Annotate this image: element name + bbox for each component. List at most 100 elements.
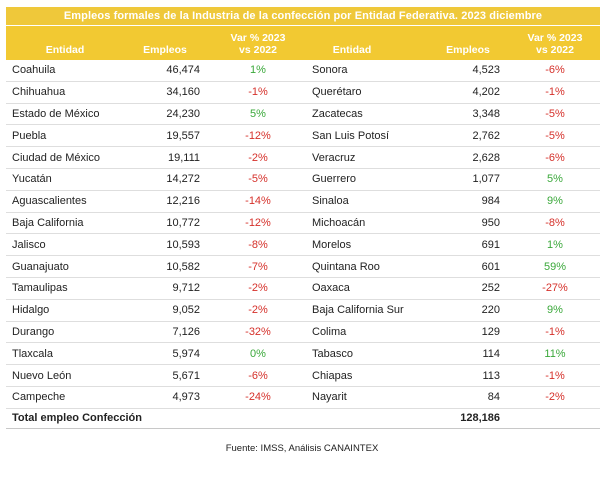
left-entidad: Guanajuato [6, 255, 136, 278]
left-entidad: Hidalgo [6, 299, 136, 322]
right-entidad: Guerrero [306, 168, 436, 191]
table-row: Estado de México 24,230 5% Zacatecas 3,348 -5… [6, 103, 600, 126]
right-empleos: 1,077 [436, 168, 510, 191]
left-var: 5% [210, 103, 306, 126]
source-note: Fuente: IMSS, Análisis CANAINTEX [225, 443, 379, 454]
left-var: -8% [210, 233, 306, 257]
right-entidad: Colima [306, 321, 436, 344]
right-var: 9% [510, 190, 600, 213]
left-var: -6% [210, 364, 306, 387]
left-var: -1% [210, 81, 306, 104]
left-entidad: Estado de México [6, 103, 136, 126]
left-entidad: Tamaulipas [6, 277, 136, 300]
left-var: -2% [210, 299, 306, 322]
table-row: Baja California 10,772 -12% Michoacán 950 -8% [6, 212, 600, 235]
left-var: -2% [210, 277, 306, 300]
left-empleos: 7,126 [136, 321, 210, 344]
right-var: 11% [510, 342, 600, 366]
left-entidad: Puebla [6, 124, 136, 148]
total-row: Total empleo Confección 128,186 [6, 408, 600, 429]
table-header: Entidad Empleos Var % 2023 vs 2022 Entid… [6, 25, 600, 60]
header-var-right-line1: Var % 2023 [527, 32, 583, 44]
left-var: -14% [210, 190, 306, 213]
right-entidad: Sinaloa [306, 190, 436, 213]
table-row: Durango 7,126 -32% Colima 129 -1% [6, 321, 600, 344]
table-row: Ciudad de México 19,111 -2% Veracruz 2,628 -6… [6, 146, 600, 169]
left-entidad: Yucatán [6, 168, 136, 191]
left-entidad: Chihuahua [6, 81, 136, 104]
left-entidad: Aguascalientes [6, 190, 136, 213]
total-table: Total empleo Confección 128,186 [6, 408, 600, 429]
left-entidad: Tlaxcala [6, 342, 136, 366]
left-empleos: 5,671 [136, 364, 210, 387]
left-empleos: 19,557 [136, 124, 210, 148]
right-empleos: 950 [436, 212, 510, 235]
left-entidad: Jalisco [6, 233, 136, 257]
right-var: 9% [510, 299, 600, 322]
left-var: -5% [210, 168, 306, 191]
right-empleos: 129 [436, 321, 510, 344]
right-empleos: 84 [436, 386, 510, 409]
left-empleos: 10,772 [136, 212, 210, 235]
left-entidad: Durango [6, 321, 136, 344]
right-empleos: 601 [436, 255, 510, 278]
right-var: -1% [510, 364, 600, 387]
table-title: Empleos formales de la Industria de la c… [6, 7, 600, 25]
right-entidad: Oaxaca [306, 277, 436, 300]
right-entidad: Tabasco [306, 342, 436, 366]
right-var: 5% [510, 168, 600, 191]
table-row: Yucatán 14,272 -5% Guerrero 1,077 5% [6, 168, 600, 191]
left-empleos: 9,712 [136, 277, 210, 300]
header-empleos-left: Empleos [143, 44, 187, 56]
right-var: 59% [510, 255, 600, 278]
right-entidad: San Luis Potosí [306, 124, 436, 148]
header-var-left-line2: vs 2022 [239, 44, 277, 56]
left-var: -7% [210, 255, 306, 278]
table-row: Tamaulipas 9,712 -2% Oaxaca 252 -27% [6, 277, 600, 300]
right-var: -8% [510, 212, 600, 235]
table-row: Chihuahua 34,160 -1% Querétaro 4,202 -1% [6, 81, 600, 104]
left-empleos: 19,111 [136, 146, 210, 169]
right-empleos: 4,202 [436, 81, 510, 104]
right-entidad: Querétaro [306, 81, 436, 104]
right-var: -27% [510, 277, 600, 300]
right-empleos: 113 [436, 364, 510, 387]
total-value: 128,186 [436, 408, 510, 429]
left-empleos: 10,582 [136, 255, 210, 278]
table-row: Nuevo León 5,671 -6% Chiapas 113 -1% [6, 364, 600, 387]
right-empleos: 3,348 [436, 103, 510, 126]
right-empleos: 4,523 [436, 60, 510, 82]
right-entidad: Sonora [306, 60, 436, 82]
right-entidad: Baja California Sur [306, 299, 436, 322]
left-entidad: Nuevo León [6, 364, 136, 387]
right-empleos: 2,628 [436, 146, 510, 169]
left-empleos: 24,230 [136, 103, 210, 126]
left-empleos: 9,052 [136, 299, 210, 322]
left-var: 1% [210, 60, 306, 82]
employment-table: Coahuila 46,474 1% Sonora 4,523 -6% Chihuahua 3… [6, 60, 600, 409]
table-row: Aguascalientes 12,216 -14% Sinaloa 984 9% [6, 190, 600, 213]
right-entidad: Zacatecas [306, 103, 436, 126]
right-entidad: Nayarit [306, 386, 436, 409]
table-row: Puebla 19,557 -12% San Luis Potosí 2,762 -5% [6, 124, 600, 148]
header-var-left: Var % 2023 vs 2022 [216, 32, 300, 56]
total-label: Total empleo Confección [6, 408, 436, 429]
left-empleos: 34,160 [136, 81, 210, 104]
right-var: -6% [510, 146, 600, 169]
left-entidad: Baja California [6, 212, 136, 235]
right-var: -1% [510, 321, 600, 344]
left-var: -12% [210, 212, 306, 235]
header-empleos-right: Empleos [446, 44, 490, 56]
left-var: -12% [210, 124, 306, 148]
table-row: Hidalgo 9,052 -2% Baja California Sur 220 9% [6, 299, 600, 322]
table-body: Coahuila 46,474 1% Sonora 4,523 -6% Chihuahua 3… [6, 60, 600, 409]
left-entidad: Ciudad de México [6, 146, 136, 169]
header-var-right-line2: vs 2022 [536, 44, 574, 56]
right-entidad: Veracruz [306, 146, 436, 169]
left-empleos: 12,216 [136, 190, 210, 213]
right-var: -5% [510, 124, 600, 148]
right-var: -5% [510, 103, 600, 126]
table-row: Jalisco 10,593 -8% Morelos 691 1% [6, 233, 600, 257]
employment-table-container: Empleos formales de la Industria de la c… [6, 7, 600, 429]
total-empty [510, 408, 600, 429]
